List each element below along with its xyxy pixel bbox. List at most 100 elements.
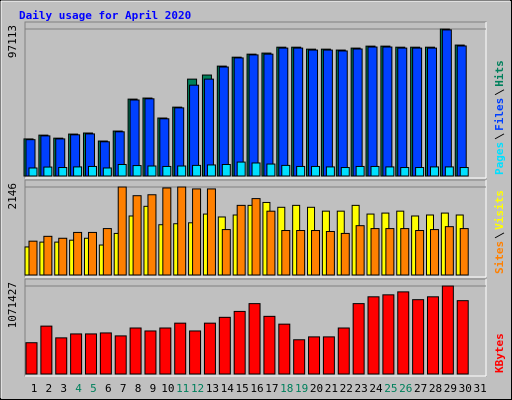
- legend-separator: [494, 133, 505, 140]
- bar: [177, 186, 187, 276]
- bar: [102, 228, 112, 276]
- x-tick-label: 16: [250, 382, 263, 395]
- x-tick-label: 10: [161, 382, 174, 395]
- bar: [352, 303, 365, 375]
- bar: [444, 226, 454, 276]
- legend-entry: Pages: [493, 142, 506, 175]
- x-tick-label: 19: [295, 382, 308, 395]
- bar: [192, 164, 202, 177]
- bar: [218, 66, 229, 177]
- bar: [84, 333, 97, 375]
- x-tick-label: 11: [176, 382, 189, 395]
- bar: [426, 296, 439, 375]
- legend-separator: [494, 232, 505, 239]
- x-tick-label: 29: [444, 382, 457, 395]
- bar: [296, 230, 306, 276]
- bar: [415, 167, 425, 177]
- bar: [28, 167, 38, 177]
- bar: [281, 164, 291, 177]
- bar: [40, 325, 53, 375]
- bar: [370, 228, 380, 276]
- bar: [400, 167, 410, 177]
- bar: [129, 327, 142, 375]
- bar: [412, 299, 425, 375]
- x-tick-label: 1: [31, 382, 38, 395]
- bar: [236, 204, 246, 276]
- bar: [397, 291, 410, 375]
- bar: [28, 240, 38, 276]
- y-tick-label: 97113: [6, 25, 19, 58]
- x-tick-label: 28: [429, 382, 442, 395]
- bar: [99, 332, 112, 375]
- bar: [340, 232, 350, 276]
- x-tick-label: 14: [221, 382, 235, 395]
- bar: [87, 165, 97, 177]
- bar: [221, 163, 231, 177]
- x-tick-label: 20: [310, 382, 323, 395]
- bar: [117, 163, 127, 177]
- legend-separator: [494, 89, 505, 96]
- bar: [206, 188, 216, 276]
- x-tick-label: 2: [46, 382, 53, 395]
- bar: [218, 316, 231, 375]
- legend-entry: Visits: [493, 190, 506, 230]
- bar: [203, 78, 214, 177]
- bar: [322, 336, 335, 375]
- bar: [459, 167, 469, 177]
- bar: [311, 165, 321, 177]
- bar: [203, 322, 216, 375]
- y-tick-label: 2146: [6, 183, 19, 210]
- bar: [278, 47, 289, 177]
- bar: [132, 195, 142, 276]
- legend-entry: Sites: [493, 241, 506, 274]
- chart-title: Daily usage for April 2020: [19, 9, 191, 22]
- legend-entry: Files: [493, 98, 506, 131]
- bar: [382, 46, 393, 177]
- x-tick-label: 4: [75, 382, 82, 395]
- bar: [382, 294, 395, 375]
- bar: [459, 228, 469, 276]
- bar: [248, 54, 259, 177]
- bar: [144, 330, 157, 375]
- bar: [355, 225, 365, 276]
- bar: [189, 330, 202, 375]
- legend-entry: KBytes: [493, 333, 506, 373]
- x-tick-label: 15: [236, 382, 249, 395]
- bar: [159, 327, 172, 375]
- bar: [340, 167, 350, 177]
- bar: [221, 229, 231, 276]
- bar: [43, 235, 53, 276]
- bar: [174, 322, 187, 375]
- bar: [352, 48, 363, 177]
- bar: [132, 165, 142, 177]
- bar: [429, 166, 439, 177]
- bar: [114, 335, 127, 375]
- bar: [444, 166, 454, 177]
- bar: [73, 166, 83, 177]
- x-tick-label: 30: [459, 382, 472, 395]
- bar: [367, 296, 380, 375]
- x-tick-label: 31: [473, 382, 486, 395]
- bar: [248, 303, 261, 375]
- x-tick-label: 27: [414, 382, 427, 395]
- bar: [251, 198, 261, 276]
- bar: [281, 230, 291, 276]
- x-tick-label: 7: [120, 382, 127, 395]
- bar: [144, 98, 155, 177]
- x-tick-label: 13: [206, 382, 219, 395]
- bar: [192, 188, 202, 276]
- bar: [337, 50, 348, 177]
- bar: [162, 187, 172, 276]
- bar: [70, 333, 83, 375]
- bar: [441, 29, 452, 177]
- bar: [385, 228, 395, 276]
- x-tick-label: 23: [355, 382, 368, 395]
- bar: [58, 167, 68, 177]
- bar: [129, 99, 140, 177]
- x-tick-label: 17: [265, 382, 278, 395]
- bar: [311, 230, 321, 276]
- bar: [415, 230, 425, 276]
- x-tick-label: 3: [60, 382, 67, 395]
- bar: [25, 342, 38, 375]
